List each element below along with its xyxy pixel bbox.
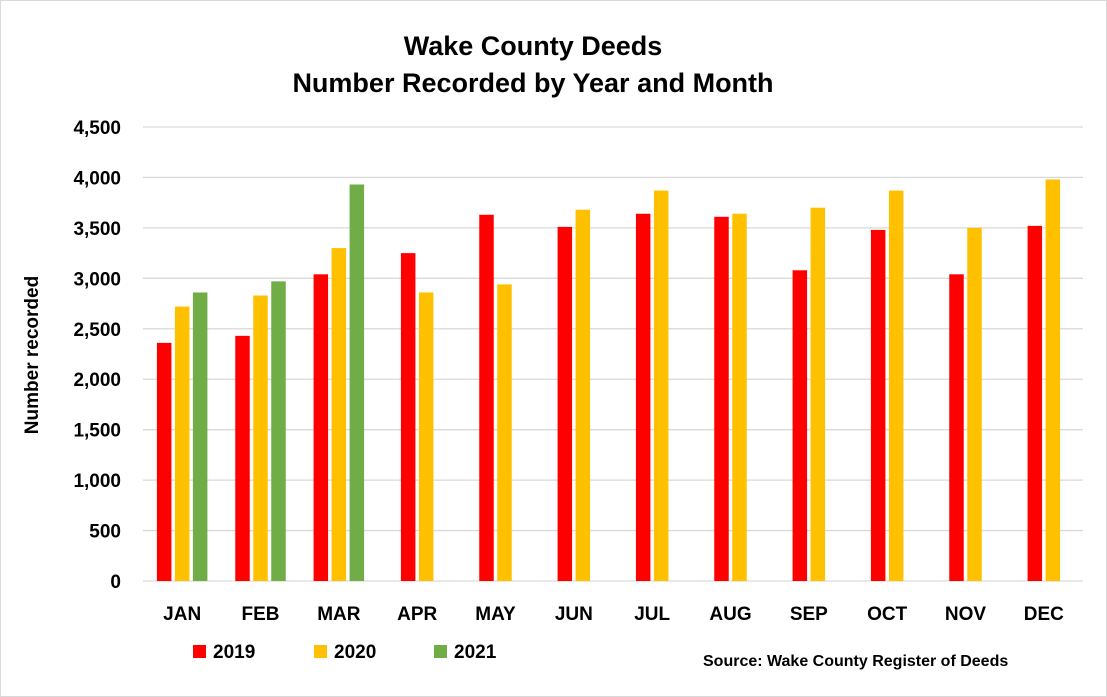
bar-jan-2021 [192,292,208,581]
legend-swatch-2019 [193,645,206,658]
bar-may-2019 [479,214,494,582]
legend-swatch-2021 [434,645,447,658]
bar-feb-2019 [235,335,250,581]
bar-nov-2020 [967,227,982,581]
x-category-label: JUN [555,604,593,625]
x-category-label: JUL [634,604,670,625]
bar-aug-2019 [714,216,729,581]
bars [156,179,1061,582]
legend-label-2019: 2019 [213,642,255,663]
x-category-label: SEP [790,604,828,625]
bar-sep-2019 [792,270,808,581]
y-tick-label: 2,000 [73,370,121,391]
chart-title-line-1: Wake County Deeds [404,31,663,61]
x-category-label: APR [397,604,437,625]
x-category-label: AUG [709,604,751,625]
bar-oct-2020 [888,190,904,581]
bar-jan-2020 [174,306,190,581]
legend: 2019 2020 2021 [193,642,497,663]
y-tick-label: 3,000 [73,269,121,290]
bar-jan-2019 [156,342,172,581]
y-axis-title: Number recorded [22,276,43,434]
bar-nov-2019 [949,274,964,581]
chart-title-line-2: Number Recorded by Year and Month [292,68,773,98]
bar-jul-2020 [653,190,669,581]
bar-aug-2020 [732,213,747,581]
y-tick-label: 1,500 [73,421,121,442]
legend-label-2021: 2021 [454,642,497,663]
x-category-label: FEB [242,604,280,625]
y-tick-label: 2,500 [73,320,121,341]
bar-jul-2019 [635,213,651,581]
x-axis-category-labels: JAN FEB MAR APR MAY JUN JUL AUG SEP OCT NOV DEC [163,604,1064,625]
x-category-label: JAN [163,604,201,625]
bar-feb-2021 [271,281,286,581]
bar-dec-2019 [1027,225,1043,582]
y-tick-label: 1,000 [73,471,121,492]
x-category-label: OCT [867,604,908,625]
y-tick-label: 4,000 [73,168,121,189]
x-category-label: MAY [475,604,516,625]
y-tick-label: 0 [110,572,121,593]
legend-label-2020: 2020 [334,642,376,663]
bar-apr-2020 [418,292,434,581]
x-category-label: MAR [317,604,361,625]
y-axis-tick-labels: 0 500 1,000 1,500 2,000 2,500 3,000 3,500 4,000 4… [73,118,121,593]
x-category-label: NOV [945,604,987,625]
gridlines [143,126,1083,582]
y-tick-label: 3,500 [73,219,121,240]
source-note: Source: Wake County Register of Deeds [703,653,1008,670]
bar-sep-2020 [810,207,826,581]
bar-feb-2020 [253,295,268,581]
bar-apr-2019 [400,253,416,581]
bar-dec-2020 [1045,179,1061,581]
legend-swatch-2020 [314,645,327,658]
bar-may-2020 [497,284,512,581]
y-tick-label: 4,500 [73,118,121,139]
bar-mar-2019 [313,274,329,581]
bar-oct-2019 [870,229,886,581]
y-tick-label: 500 [89,522,121,543]
bar-jun-2020 [575,209,591,581]
bar-jun-2019 [557,226,573,581]
x-category-label: DEC [1024,604,1064,625]
bar-mar-2020 [331,248,347,582]
bar-mar-2021 [349,184,365,582]
